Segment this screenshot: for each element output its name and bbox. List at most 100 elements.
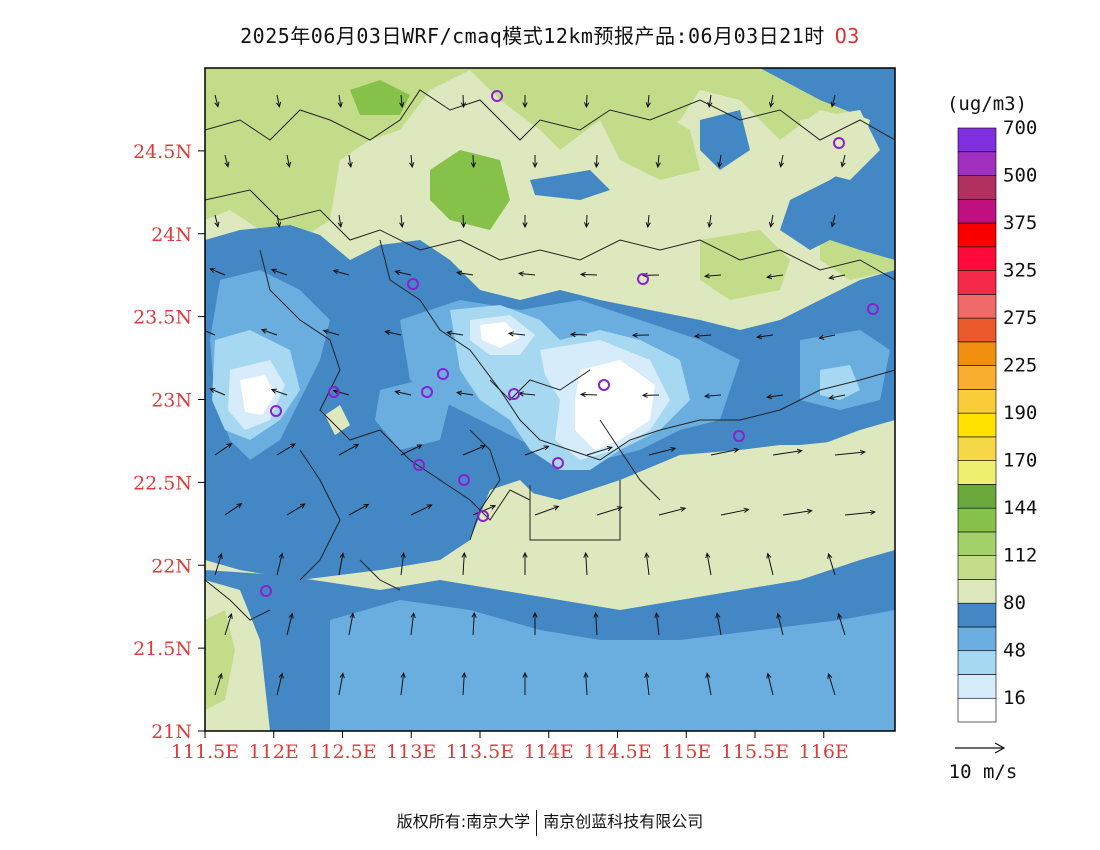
colorbar-labels: 16 48 80 112 144 170 190 225 275 325 375 500 700 (1003, 117, 1037, 709)
wind-arrow (840, 154, 846, 168)
colorbar-swatch (957, 222, 997, 248)
station-marker (477, 510, 489, 522)
monitoring-stations (260, 90, 879, 597)
wind-arrow (461, 551, 467, 576)
wind-arrow (209, 268, 226, 276)
wind-arrow (410, 612, 416, 636)
wind-arrow (410, 504, 433, 516)
colorbar-swatch (957, 127, 997, 153)
wind-arrow (756, 334, 774, 340)
wind-arrow (270, 268, 288, 276)
wind-arrow (579, 271, 598, 278)
station-marker (270, 405, 282, 417)
wind-arrow (828, 394, 846, 400)
wind-arrow (705, 672, 712, 696)
station-marker (552, 457, 564, 469)
wind-arrow (507, 331, 526, 337)
wind-arrow (214, 672, 223, 696)
wind-arrow (460, 94, 467, 109)
station-marker (598, 379, 610, 391)
lon-tick-label: 112E (249, 741, 299, 763)
wind-arrow (517, 271, 536, 277)
wind-arrow (214, 94, 220, 108)
wind-arrow (338, 443, 360, 456)
wind-arrow (399, 94, 405, 109)
colorbar-swatch (957, 602, 997, 628)
wind-arrow (776, 612, 784, 636)
lat-tick-label: 23N (151, 390, 192, 412)
wind-arrow (827, 552, 836, 576)
lat-tick-label: 22.5N (133, 472, 192, 494)
colorbar-swatch (957, 531, 997, 556)
wind-arrow (768, 214, 775, 228)
colorbar-swatch (957, 317, 997, 343)
wind-arrow (569, 331, 588, 338)
wind-arrow (693, 333, 712, 339)
colorbar-label: 16 (1003, 687, 1026, 709)
colorbar-swatch (957, 697, 997, 723)
station-marker (407, 278, 419, 290)
wind-arrow (828, 274, 846, 280)
colorbar-swatch (957, 270, 997, 295)
colorbar-swatch (957, 579, 997, 604)
colorbar-swatch (957, 436, 997, 461)
wind-arrow (766, 552, 774, 576)
colorbar-label: 700 (1003, 117, 1037, 139)
station-marker (421, 386, 433, 398)
colorbar-swatch (957, 555, 997, 580)
wind-arrow (532, 155, 538, 169)
colorbar-label: 48 (1003, 640, 1026, 662)
station-marker (491, 90, 503, 102)
wind-arrow (337, 214, 343, 229)
wind-arrow (260, 328, 278, 336)
wind-arrow (270, 388, 288, 396)
wind-arrow (766, 672, 774, 696)
colorbar-label: 500 (1003, 165, 1037, 187)
wind-arrow (837, 612, 846, 636)
wind-arrow (644, 552, 650, 576)
lat-tick-label: 23.5N (133, 307, 192, 329)
wind-arrow (214, 214, 220, 228)
wind-arrow (720, 507, 750, 516)
colorbar-label: 170 (1003, 450, 1037, 472)
wind-arrow (400, 672, 406, 696)
station-marker (260, 585, 272, 597)
lon-tick-label: 116E (799, 741, 849, 763)
colorbar-swatch (957, 389, 997, 414)
lon-tick-label: 115E (661, 741, 711, 763)
wind-vector-field (205, 94, 876, 696)
wind-arrow (645, 94, 651, 109)
wind-arrow (644, 672, 650, 696)
colorbar-unit: (ug/m3) (947, 93, 1027, 115)
colorbar-swatch (957, 151, 997, 176)
wind-arrow (834, 449, 866, 456)
wind-arrow (658, 506, 687, 516)
wind-arrow (830, 94, 836, 108)
wind-arrow (276, 672, 284, 696)
wind-arrow (400, 444, 423, 456)
station-marker (733, 430, 745, 442)
wind-arrow (276, 552, 284, 576)
wind-arrow (844, 509, 876, 516)
wind-arrow (705, 552, 712, 576)
station-marker (458, 474, 470, 486)
wind-arrow (456, 390, 474, 396)
colorbar-label: 375 (1003, 212, 1037, 234)
longitude-axis: 111.5E 112E 112.5E 113E 113.5E 114E 114.5E 115E… (171, 731, 849, 763)
lon-tick-label: 113E (386, 741, 436, 763)
title-text: 2025年06月03日WRF/cmaq模式12km预报产品:06月03日21时 (240, 24, 825, 48)
colorbar (957, 127, 997, 723)
colorbar-label: 144 (1003, 497, 1037, 519)
wind-arrow (209, 388, 226, 396)
wind-arrow (534, 505, 560, 516)
colorbar-swatch (957, 294, 997, 319)
colorbar-label: 225 (1003, 355, 1037, 377)
wind-arrow (394, 269, 412, 276)
lat-tick-label: 21N (151, 721, 192, 743)
wind-arrow (532, 611, 538, 635)
wind-arrow (286, 612, 294, 636)
wind-arrow (332, 389, 350, 396)
wind-arrow (224, 154, 230, 168)
wind-arrow (596, 506, 623, 516)
colorbar-swatch (957, 460, 997, 485)
